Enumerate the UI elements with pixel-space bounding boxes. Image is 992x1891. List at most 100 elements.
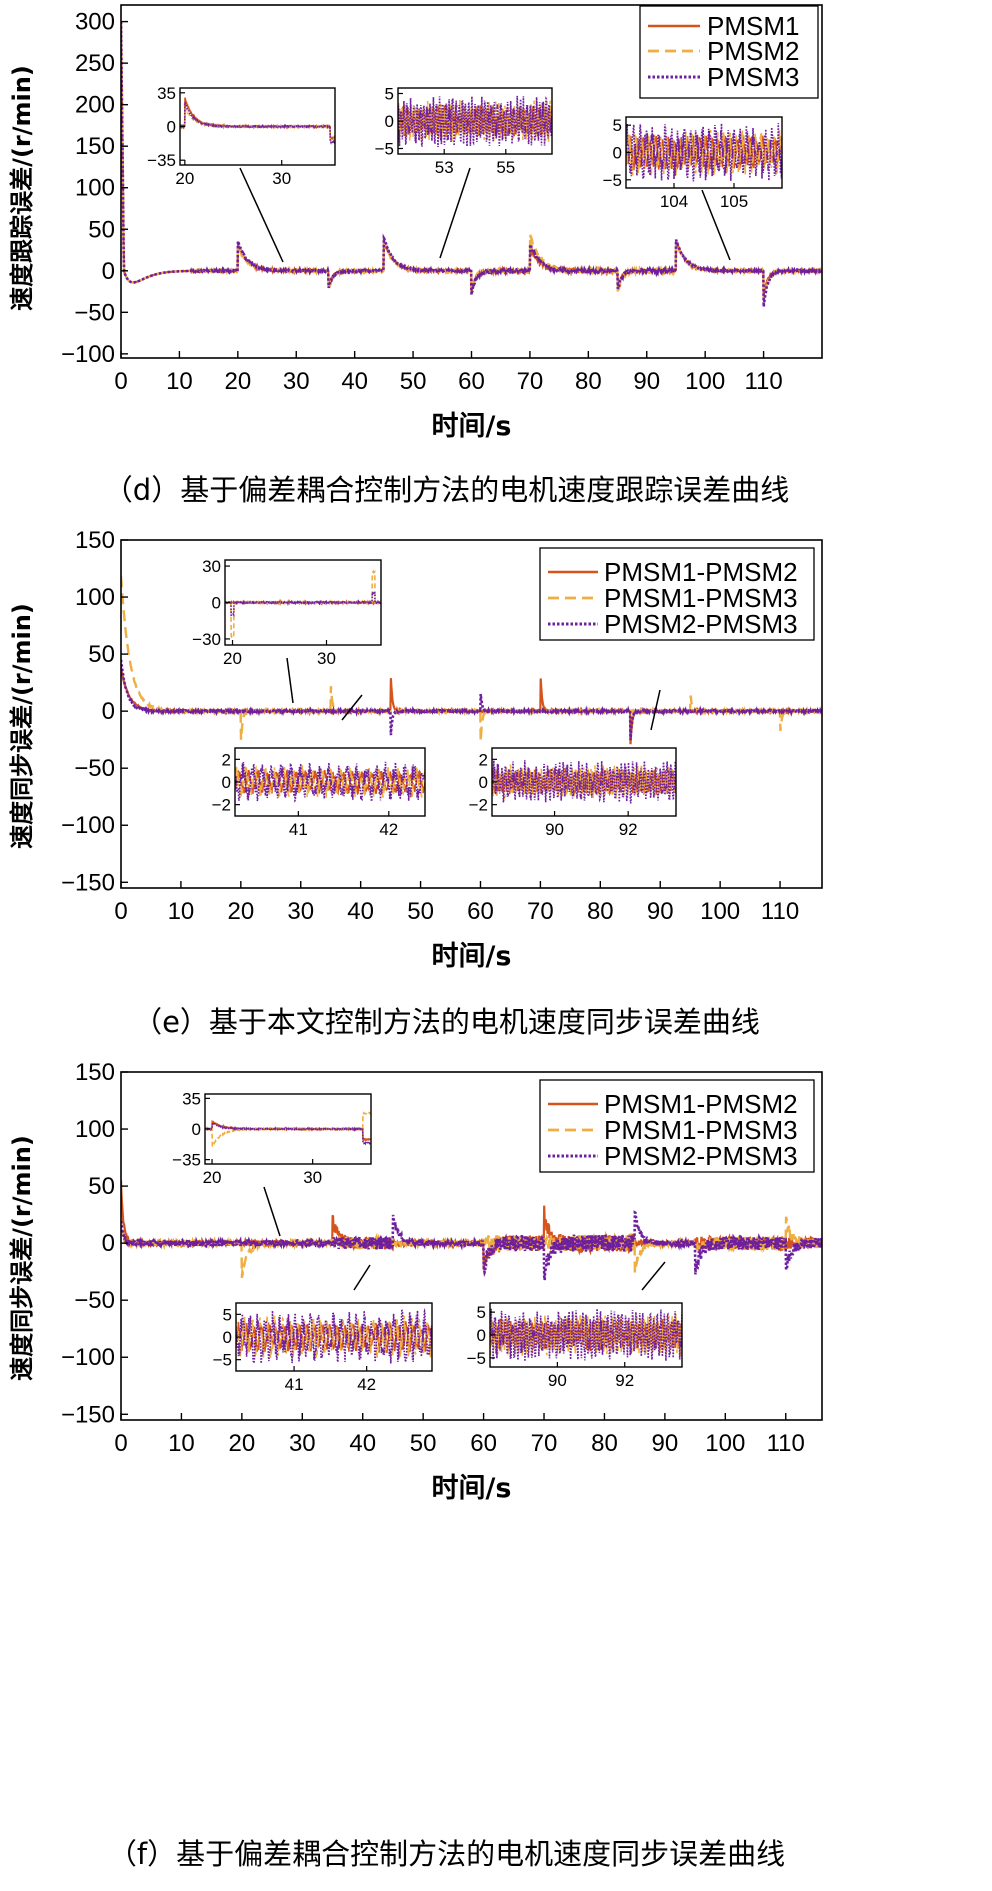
inset-y-tick-label: 30 (202, 557, 221, 576)
x-tick-label: 60 (467, 898, 494, 925)
inset-plot-area (626, 123, 782, 182)
x-tick-label: 40 (341, 368, 368, 395)
x-tick-label: 20 (229, 1430, 256, 1457)
inset-series-2 (235, 765, 425, 799)
y-tick-label: −50 (74, 299, 115, 326)
inset-series-3 (180, 102, 335, 145)
x-tick-label: 30 (283, 368, 310, 395)
inset-x-tick-label: 92 (615, 1371, 634, 1390)
x-tick-label: 50 (400, 368, 427, 395)
y-tick-label: 200 (75, 92, 115, 119)
x-tick-label: 110 (744, 368, 782, 395)
inset-y-tick-label: 5 (477, 1303, 486, 1322)
inset-y-tick-label: −5 (603, 171, 622, 190)
inset-2: 5 0 −5 53 55 (375, 85, 553, 259)
inset-series-3 (626, 123, 782, 182)
series-line-3 (121, 659, 822, 741)
x-tick-label: 70 (531, 1430, 558, 1457)
x-tick-label: 80 (587, 898, 614, 925)
inset-x-tick-label: 30 (272, 169, 291, 188)
inset-series-2 (490, 1313, 682, 1357)
inset-series-3 (236, 1307, 432, 1364)
x-tick-label: 100 (685, 368, 725, 395)
x-tick-label: 0 (114, 1430, 127, 1457)
inset-y-tick-label: 0 (192, 1120, 201, 1139)
y-tick-label: 100 (75, 175, 115, 202)
legend-label-2: PMSM2 (707, 36, 799, 66)
inset-x-tick-label: 90 (545, 820, 564, 839)
legend-label-3: PMSM3 (707, 62, 799, 92)
legend-label-1: PMSM1-PMSM2 (604, 1089, 798, 1119)
inset-y-tick-label: 0 (223, 1328, 232, 1347)
inset-y-tick-label: 0 (477, 1326, 486, 1345)
x-tick-label: 80 (575, 368, 602, 395)
inset-plot-area (225, 569, 381, 639)
y-tick-label: 100 (75, 584, 115, 611)
x-tick-label: 110 (761, 898, 799, 925)
inset-x-tick-label: 104 (660, 192, 688, 211)
inset-connector (286, 657, 294, 704)
x-tick-label: 0 (114, 368, 127, 395)
y-tick-label: 0 (102, 258, 115, 285)
inset-x-tick-label: 20 (223, 649, 242, 668)
inset-series-3 (398, 95, 552, 148)
inset-2: 2 0 −2 41 42 (212, 694, 426, 839)
inset-x-tick-label: 105 (720, 192, 748, 211)
inset-x-tick-label: 53 (435, 158, 454, 177)
y-tick-label: −150 (61, 869, 115, 896)
x-tick-label: 20 (224, 368, 251, 395)
x-tick-label: 100 (700, 898, 740, 925)
inset-y-tick-label: 35 (182, 1089, 201, 1108)
inset-connector (341, 694, 363, 721)
inset-x-tick-label: 42 (357, 1375, 376, 1394)
series-line-3 (121, 1210, 822, 1281)
x-tick-label: 110 (767, 1430, 805, 1457)
inset-y-tick-label: −35 (147, 151, 176, 170)
legend-label-2: PMSM1-PMSM3 (604, 1115, 798, 1145)
x-tick-label: 10 (168, 898, 195, 925)
y-tick-label: 50 (88, 216, 115, 243)
y-tick-label: 100 (75, 1116, 115, 1143)
inset-y-tick-label: 5 (613, 116, 622, 135)
y-tick-label: −100 (61, 1344, 115, 1371)
inset-2: 5 0 −5 41 42 (213, 1264, 433, 1394)
inset-x-tick-label: 41 (289, 820, 308, 839)
panel-e: 0 10 20 30 40 50 60 70 80 90 100 110−150−100−500501… (8, 527, 823, 1039)
x-tick-label: 90 (647, 898, 674, 925)
inset-plot-area (180, 97, 335, 145)
inset-3: 2 0 −2 90 92 (469, 689, 677, 839)
figure-caption: （d）基于偏差耦合控制方法的电机速度跟踪误差曲线 (104, 473, 789, 507)
x-axis-label: 时间/s (432, 411, 512, 442)
x-tick-label: 60 (458, 368, 485, 395)
series-line-1 (121, 667, 822, 745)
inset-plot-area (490, 1308, 682, 1362)
x-tick-label: 80 (591, 1430, 618, 1457)
inset-y-tick-label: 0 (222, 773, 231, 792)
inset-y-tick-label: −30 (192, 630, 221, 649)
inset-connector (439, 167, 471, 259)
y-tick-label: 300 (75, 9, 115, 36)
x-tick-label: 50 (407, 898, 434, 925)
inset-3: 5 0 −5 90 92 (467, 1261, 683, 1390)
inset-x-tick-label: 90 (548, 1371, 567, 1390)
legend-label-2: PMSM1-PMSM3 (604, 583, 798, 613)
series-line-1 (121, 1180, 822, 1271)
inset-y-tick-label: 0 (212, 594, 221, 613)
axes-frame (120, 539, 823, 889)
inset-y-tick-label: 0 (167, 118, 176, 137)
inset-y-tick-label: −2 (212, 796, 231, 815)
figure-caption: （e）基于本文控制方法的电机速度同步误差曲线 (133, 1005, 760, 1039)
x-tick-label: 60 (470, 1430, 497, 1457)
inset-series-2 (236, 1315, 432, 1359)
x-tick-label: 90 (652, 1430, 679, 1457)
inset-x-tick-label: 41 (285, 1375, 304, 1394)
inset-x-tick-label: 92 (619, 820, 638, 839)
inset-3: 5 0 −5 104 105 (603, 116, 783, 261)
x-tick-label: 0 (114, 898, 127, 925)
inset-connector (239, 167, 284, 263)
